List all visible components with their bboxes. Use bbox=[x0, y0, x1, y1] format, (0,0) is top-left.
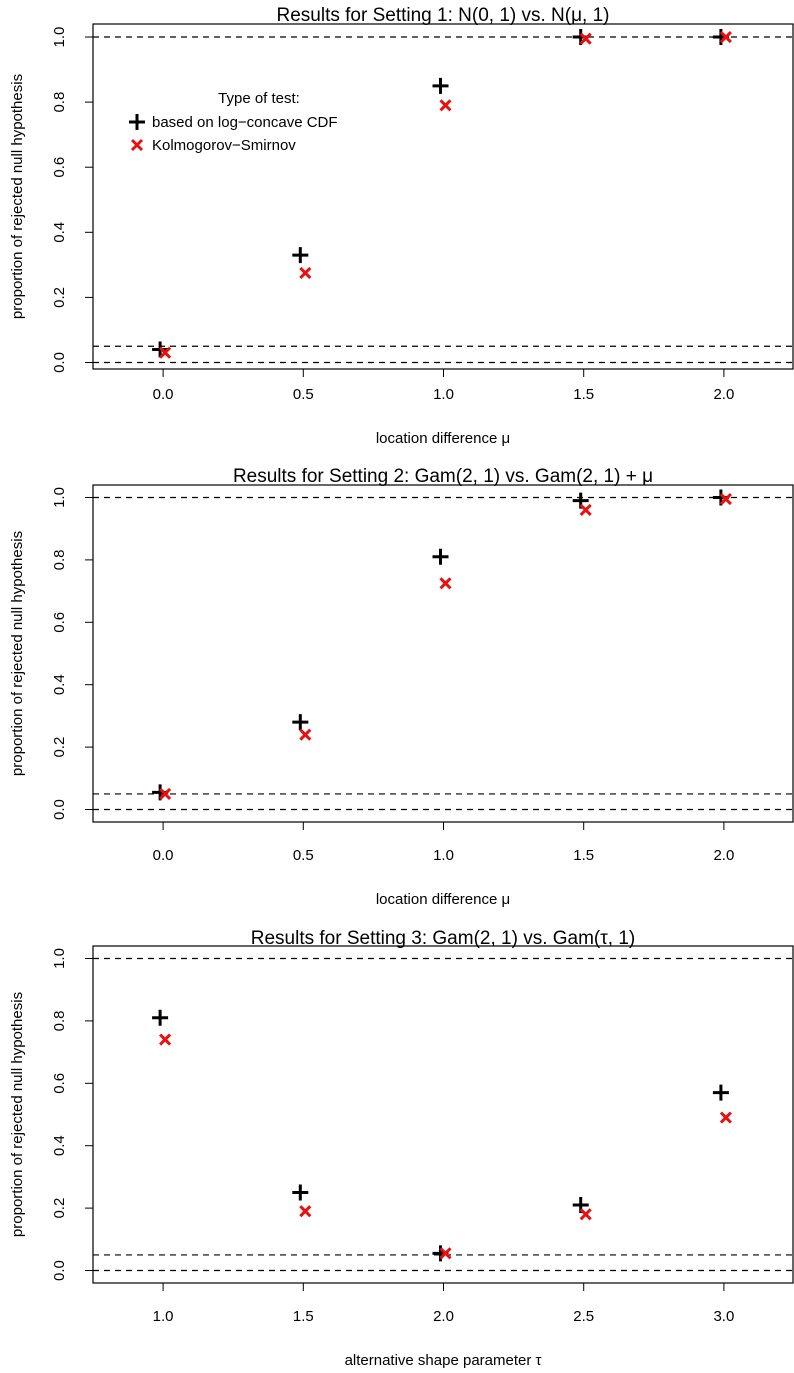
x-tick-label: 2.0 bbox=[713, 847, 734, 864]
y-tick-label: 0.0 bbox=[51, 352, 68, 373]
data-point-cross bbox=[579, 32, 592, 45]
data-point-plus bbox=[432, 77, 449, 94]
x-tick-label: 3.0 bbox=[713, 1308, 734, 1325]
y-tick-label: 0.4 bbox=[51, 1135, 68, 1156]
y-tick-label: 0.4 bbox=[51, 674, 68, 695]
data-point-plus bbox=[712, 1084, 729, 1101]
x-tick-label: 0.0 bbox=[153, 847, 174, 864]
x-axis-label: alternative shape parameter τ bbox=[345, 1352, 542, 1369]
data-point-cross bbox=[719, 492, 732, 506]
data-point-cross bbox=[299, 728, 312, 741]
x-tick-label: 1.0 bbox=[153, 1308, 174, 1325]
data-point-cross bbox=[719, 1111, 732, 1124]
x-tick-label: 2.5 bbox=[573, 1308, 594, 1325]
data-point-cross bbox=[439, 577, 452, 590]
chart-panel-2: Results for Setting 2: Gam(2, 1) vs. Gam… bbox=[9, 466, 794, 908]
y-tick-label: 0.2 bbox=[51, 1198, 68, 1219]
data-point-cross bbox=[159, 346, 172, 359]
y-axis-label: proportion of rejected null hypothesis bbox=[9, 74, 26, 319]
data-point-cross bbox=[439, 1247, 452, 1260]
y-tick-label: 1.0 bbox=[51, 487, 68, 508]
y-tick-label: 0.0 bbox=[51, 1260, 68, 1281]
chart-title: Results for Setting 2: Gam(2, 1) vs. Gam… bbox=[233, 466, 653, 487]
y-tick-label: 0.8 bbox=[51, 549, 68, 570]
x-tick-label: 0.0 bbox=[153, 386, 174, 403]
y-axis-label: proportion of rejected null hypothesis bbox=[9, 531, 26, 776]
data-point-plus bbox=[432, 548, 449, 565]
x-axis-label: location difference μ bbox=[376, 891, 510, 908]
data-point-cross bbox=[719, 30, 732, 44]
y-tick-label: 0.8 bbox=[51, 1010, 68, 1031]
data-point-cross bbox=[579, 503, 592, 517]
plot-frame bbox=[92, 23, 794, 370]
chart-title: Results for Setting 1: N(0, 1) vs. N(μ, … bbox=[277, 5, 610, 26]
chart-title: Results for Setting 3: Gam(2, 1) vs. Gam… bbox=[251, 928, 635, 949]
x-tick-label: 1.0 bbox=[433, 386, 454, 403]
x-tick-label: 1.5 bbox=[573, 847, 594, 864]
y-tick-label: 0.6 bbox=[51, 1073, 68, 1094]
y-tick-label: 1.0 bbox=[51, 948, 68, 969]
data-point-plus bbox=[292, 714, 309, 731]
data-point-cross bbox=[299, 266, 312, 280]
data-point-cross bbox=[579, 1208, 592, 1221]
y-tick-label: 0.4 bbox=[51, 222, 68, 243]
legend-label: Kolmogorov−Smirnov bbox=[152, 137, 296, 154]
plot-frame bbox=[92, 945, 794, 1284]
plot-frame bbox=[92, 484, 794, 823]
y-tick-label: 1.0 bbox=[51, 27, 68, 48]
data-point-cross bbox=[159, 787, 172, 800]
chart-panel-1: Results for Setting 1: N(0, 1) vs. N(μ, … bbox=[9, 5, 794, 447]
data-point-cross bbox=[299, 1205, 312, 1218]
y-tick-label: 0.2 bbox=[51, 737, 68, 758]
y-tick-label: 0.2 bbox=[51, 287, 68, 308]
legend-title: Type of test: bbox=[218, 90, 300, 107]
x-tick-label: 1.5 bbox=[293, 1308, 314, 1325]
x-axis-label: location difference μ bbox=[376, 430, 510, 447]
legend-marker-plus bbox=[129, 114, 145, 130]
chart-panel-3: Results for Setting 3: Gam(2, 1) vs. Gam… bbox=[9, 928, 794, 1369]
y-axis-label: proportion of rejected null hypothesis bbox=[9, 992, 26, 1237]
data-point-cross bbox=[159, 1033, 172, 1046]
data-point-plus bbox=[292, 247, 309, 264]
legend: Type of test: based on log−concave CDF Kol… bbox=[129, 90, 338, 154]
y-tick-label: 0.0 bbox=[51, 799, 68, 820]
x-tick-label: 0.5 bbox=[293, 847, 314, 864]
x-tick-label: 1.5 bbox=[573, 386, 594, 403]
x-tick-label: 1.0 bbox=[433, 847, 454, 864]
legend-marker-cross bbox=[130, 138, 144, 152]
y-tick-label: 0.6 bbox=[51, 612, 68, 633]
data-point-plus bbox=[152, 1009, 169, 1026]
x-tick-label: 2.0 bbox=[713, 386, 734, 403]
x-tick-label: 2.0 bbox=[433, 1308, 454, 1325]
y-tick-label: 0.6 bbox=[51, 157, 68, 178]
data-point-plus bbox=[292, 1184, 309, 1201]
legend-label: based on log−concave CDF bbox=[152, 114, 338, 131]
data-point-cross bbox=[439, 99, 452, 112]
x-tick-label: 0.5 bbox=[293, 386, 314, 403]
y-tick-label: 0.8 bbox=[51, 92, 68, 113]
